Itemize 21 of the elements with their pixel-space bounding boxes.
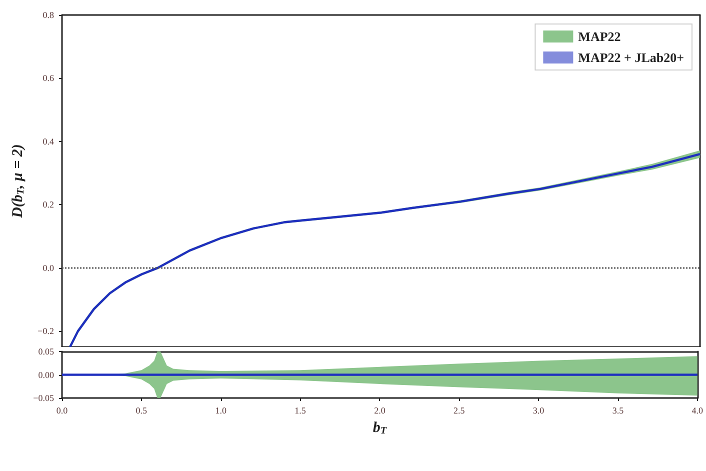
legend-label: MAP22 + JLab20+ <box>578 50 684 65</box>
y-tick-label: 0.4 <box>42 136 54 146</box>
legend-label: MAP22 <box>578 29 621 44</box>
x-tick-label: 1.5 <box>294 406 306 416</box>
x-tick-label: 4.0 <box>692 406 704 416</box>
y-tick-label: 0.05 <box>38 346 54 356</box>
x-tick-label: 0.0 <box>56 406 68 416</box>
x-tick-label: 1.0 <box>215 406 227 416</box>
y-tick-label: 0.00 <box>38 370 54 380</box>
x-tick-label: 2.5 <box>453 406 466 416</box>
x-tick-label: 0.5 <box>136 406 148 416</box>
y-tick-label: 0.0 <box>42 262 54 273</box>
y-axis-title: D(bT, μ = 2) <box>10 144 26 219</box>
y-tick-label: 0.8 <box>42 10 54 20</box>
x-tick-label: 3.0 <box>532 406 545 416</box>
x-tick-label: 3.5 <box>612 406 624 416</box>
x-tick-label: 2.0 <box>374 406 386 416</box>
y-tick-label: 0.2 <box>42 200 54 210</box>
y-tick-label: −0.05 <box>33 393 54 403</box>
y-tick-label: −0.2 <box>38 326 54 336</box>
y-tick-label: 0.6 <box>42 73 54 84</box>
